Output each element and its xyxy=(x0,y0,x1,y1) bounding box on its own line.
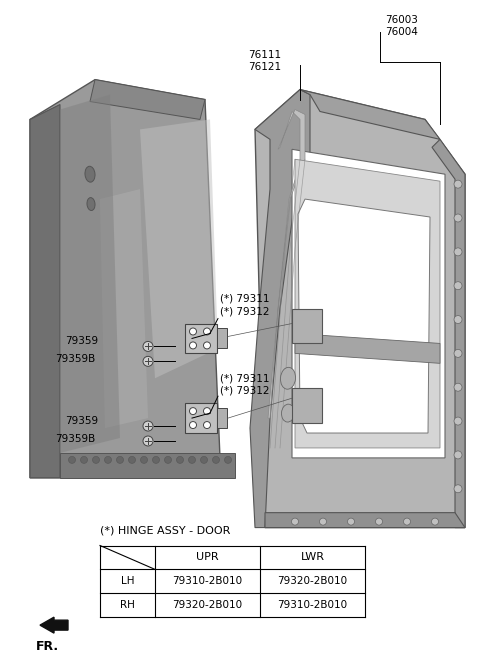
Polygon shape xyxy=(265,512,465,527)
Circle shape xyxy=(291,518,299,525)
Polygon shape xyxy=(295,159,440,448)
Polygon shape xyxy=(295,333,440,363)
Polygon shape xyxy=(60,94,120,453)
Circle shape xyxy=(348,518,355,525)
Circle shape xyxy=(190,342,196,349)
Circle shape xyxy=(204,328,211,335)
Text: LWR: LWR xyxy=(300,552,324,562)
Circle shape xyxy=(153,457,159,463)
Ellipse shape xyxy=(280,367,296,389)
Circle shape xyxy=(375,518,383,525)
Polygon shape xyxy=(217,408,227,428)
Circle shape xyxy=(204,422,211,428)
Circle shape xyxy=(165,457,171,463)
Text: 79359B: 79359B xyxy=(55,354,95,364)
Text: (*) HINGE ASSY - DOOR: (*) HINGE ASSY - DOOR xyxy=(100,525,230,535)
Circle shape xyxy=(432,518,439,525)
Polygon shape xyxy=(60,453,235,478)
Circle shape xyxy=(454,417,462,425)
Polygon shape xyxy=(185,403,217,433)
Text: (*) 79311
(*) 79312: (*) 79311 (*) 79312 xyxy=(220,373,269,396)
Circle shape xyxy=(189,457,195,463)
Text: RH: RH xyxy=(120,600,135,610)
Text: 79359: 79359 xyxy=(65,416,98,426)
Text: 79320-2B010: 79320-2B010 xyxy=(172,600,242,610)
Circle shape xyxy=(143,341,153,352)
Circle shape xyxy=(454,316,462,323)
Circle shape xyxy=(454,248,462,256)
Circle shape xyxy=(190,422,196,428)
Circle shape xyxy=(190,328,196,335)
Text: 76003
76004: 76003 76004 xyxy=(385,15,418,37)
Circle shape xyxy=(129,457,135,463)
Polygon shape xyxy=(185,323,217,354)
Circle shape xyxy=(204,407,211,415)
Circle shape xyxy=(201,457,207,463)
Circle shape xyxy=(143,356,153,366)
Circle shape xyxy=(204,342,211,349)
Text: 79359: 79359 xyxy=(65,337,98,346)
Polygon shape xyxy=(140,119,218,379)
Polygon shape xyxy=(255,90,465,527)
Circle shape xyxy=(213,457,219,463)
Text: LH: LH xyxy=(121,577,134,586)
Circle shape xyxy=(177,457,183,463)
Circle shape xyxy=(105,457,111,463)
Circle shape xyxy=(143,436,153,446)
Circle shape xyxy=(454,383,462,391)
Circle shape xyxy=(320,518,326,525)
Circle shape xyxy=(404,518,410,525)
FancyArrow shape xyxy=(40,617,68,633)
Circle shape xyxy=(143,421,153,431)
Ellipse shape xyxy=(87,197,95,211)
Circle shape xyxy=(69,457,75,463)
Circle shape xyxy=(454,281,462,290)
Text: 76111
76121: 76111 76121 xyxy=(248,50,281,72)
Text: FR.: FR. xyxy=(36,640,59,653)
Text: UPR: UPR xyxy=(196,552,219,562)
Circle shape xyxy=(454,350,462,358)
Polygon shape xyxy=(300,90,440,139)
Text: 79320-2B010: 79320-2B010 xyxy=(277,577,348,586)
Polygon shape xyxy=(30,104,60,478)
Circle shape xyxy=(454,214,462,222)
Text: 79359B: 79359B xyxy=(55,434,95,444)
Polygon shape xyxy=(250,90,310,527)
Circle shape xyxy=(81,457,87,463)
Circle shape xyxy=(454,180,462,188)
Circle shape xyxy=(225,457,231,463)
Polygon shape xyxy=(298,199,430,433)
FancyBboxPatch shape xyxy=(292,308,322,344)
Polygon shape xyxy=(90,79,205,119)
Polygon shape xyxy=(100,189,148,428)
Ellipse shape xyxy=(281,404,295,422)
Polygon shape xyxy=(292,150,445,458)
Circle shape xyxy=(454,485,462,493)
Circle shape xyxy=(454,451,462,459)
Polygon shape xyxy=(217,329,227,348)
Text: (*) 79311
(*) 79312: (*) 79311 (*) 79312 xyxy=(220,294,269,316)
Circle shape xyxy=(141,457,147,463)
Polygon shape xyxy=(30,79,235,478)
Text: 79310-2B010: 79310-2B010 xyxy=(172,577,242,586)
Circle shape xyxy=(190,407,196,415)
Ellipse shape xyxy=(85,166,95,182)
Text: 79310-2B010: 79310-2B010 xyxy=(277,600,348,610)
FancyBboxPatch shape xyxy=(292,388,322,423)
Polygon shape xyxy=(268,110,305,418)
Circle shape xyxy=(117,457,123,463)
Polygon shape xyxy=(432,139,465,527)
Circle shape xyxy=(93,457,99,463)
